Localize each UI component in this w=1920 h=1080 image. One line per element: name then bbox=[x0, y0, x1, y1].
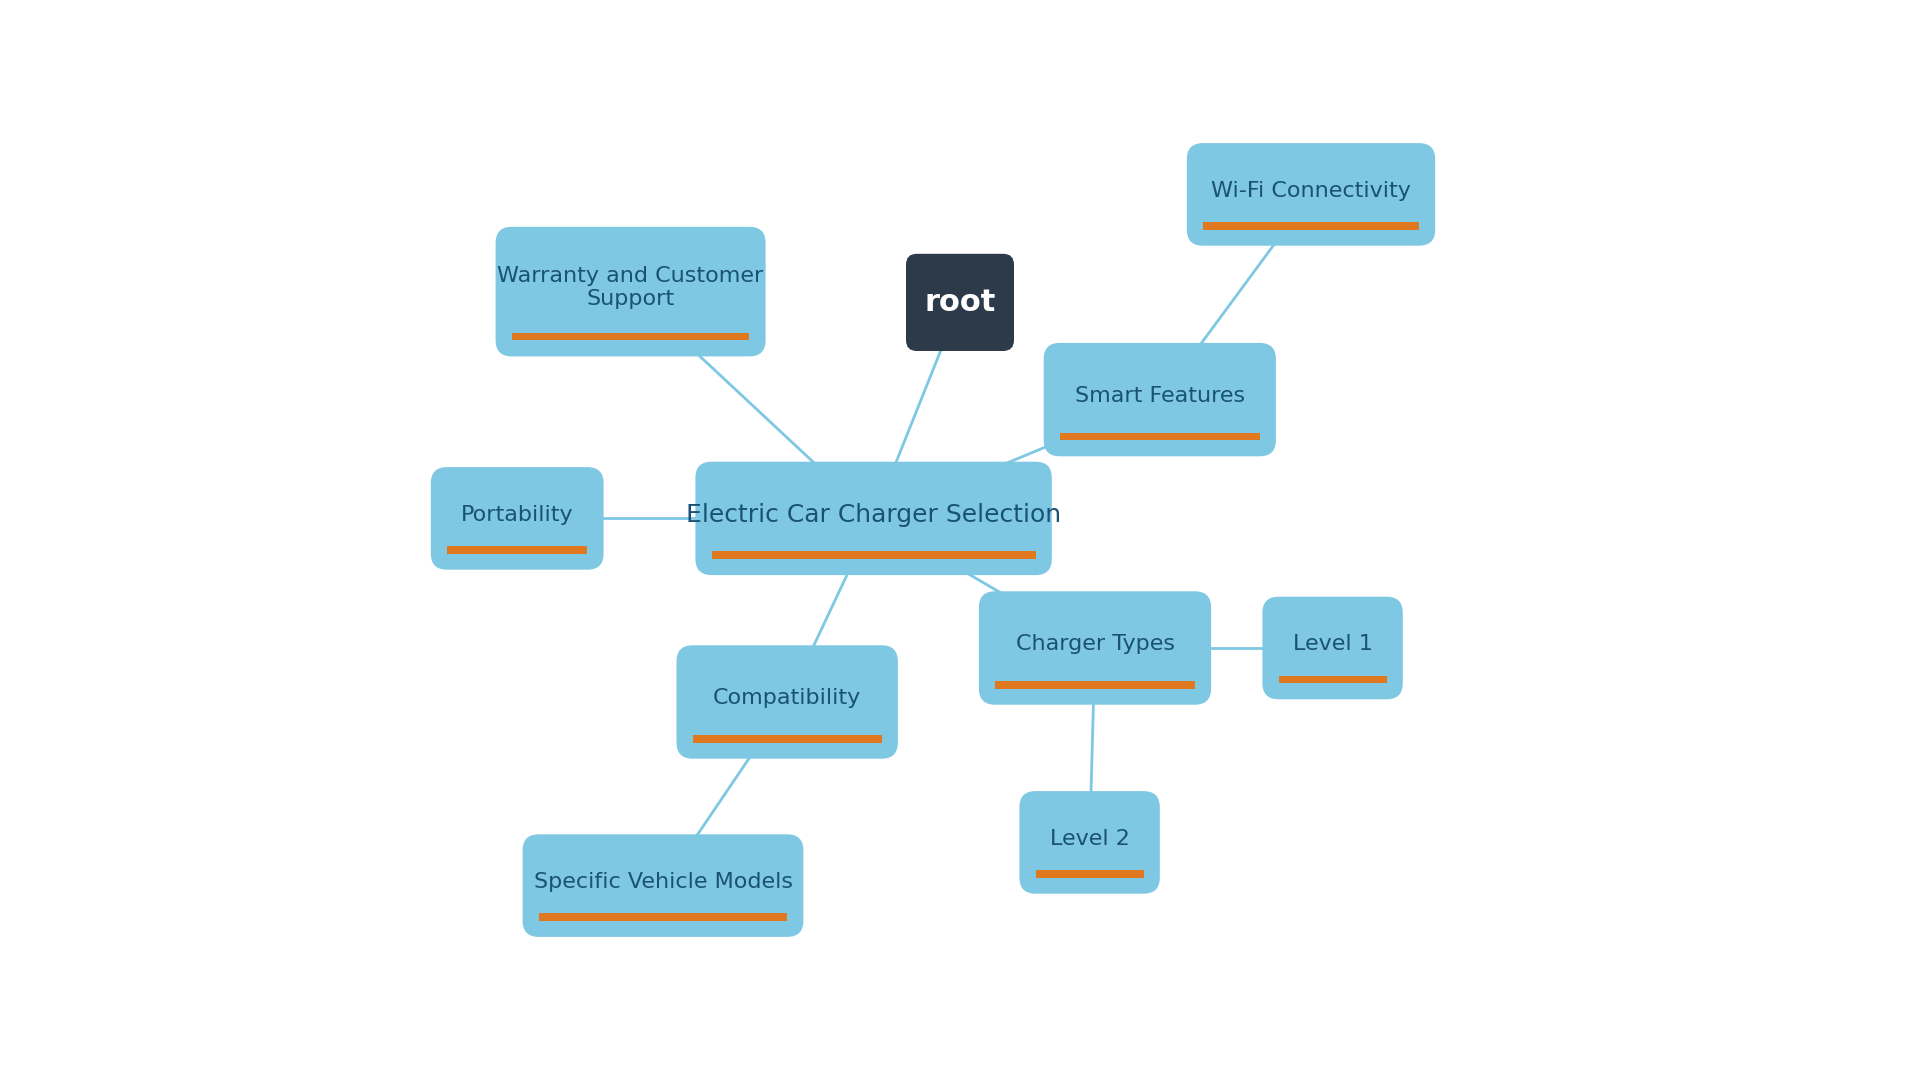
FancyBboxPatch shape bbox=[1263, 596, 1404, 700]
FancyBboxPatch shape bbox=[676, 645, 899, 758]
Bar bbox=[513, 333, 749, 340]
FancyBboxPatch shape bbox=[522, 834, 803, 936]
FancyBboxPatch shape bbox=[906, 254, 1014, 351]
Text: Wi-Fi Connectivity: Wi-Fi Connectivity bbox=[1212, 180, 1411, 201]
Text: Smart Features: Smart Features bbox=[1075, 386, 1244, 406]
FancyBboxPatch shape bbox=[979, 592, 1212, 704]
FancyBboxPatch shape bbox=[1020, 791, 1160, 894]
Bar bbox=[1035, 870, 1144, 877]
Bar bbox=[447, 545, 588, 553]
Text: Specific Vehicle Models: Specific Vehicle Models bbox=[534, 872, 793, 892]
Bar bbox=[1060, 432, 1260, 441]
Text: Level 2: Level 2 bbox=[1050, 828, 1129, 849]
Bar bbox=[693, 734, 881, 743]
Text: Compatibility: Compatibility bbox=[712, 688, 862, 708]
Bar bbox=[1279, 676, 1386, 683]
Bar bbox=[540, 914, 787, 920]
Text: Portability: Portability bbox=[461, 504, 574, 525]
FancyBboxPatch shape bbox=[1044, 343, 1277, 456]
Text: root: root bbox=[924, 288, 996, 316]
FancyBboxPatch shape bbox=[695, 462, 1052, 575]
Text: Level 1: Level 1 bbox=[1292, 634, 1373, 654]
Text: Warranty and Customer
Support: Warranty and Customer Support bbox=[497, 266, 764, 310]
Bar bbox=[1204, 221, 1419, 230]
FancyBboxPatch shape bbox=[430, 467, 603, 570]
Text: Electric Car Charger Selection: Electric Car Charger Selection bbox=[685, 502, 1062, 527]
Bar bbox=[712, 551, 1035, 559]
FancyBboxPatch shape bbox=[495, 227, 766, 356]
Bar bbox=[995, 680, 1194, 689]
FancyBboxPatch shape bbox=[1187, 143, 1434, 246]
Text: Charger Types: Charger Types bbox=[1016, 634, 1175, 654]
